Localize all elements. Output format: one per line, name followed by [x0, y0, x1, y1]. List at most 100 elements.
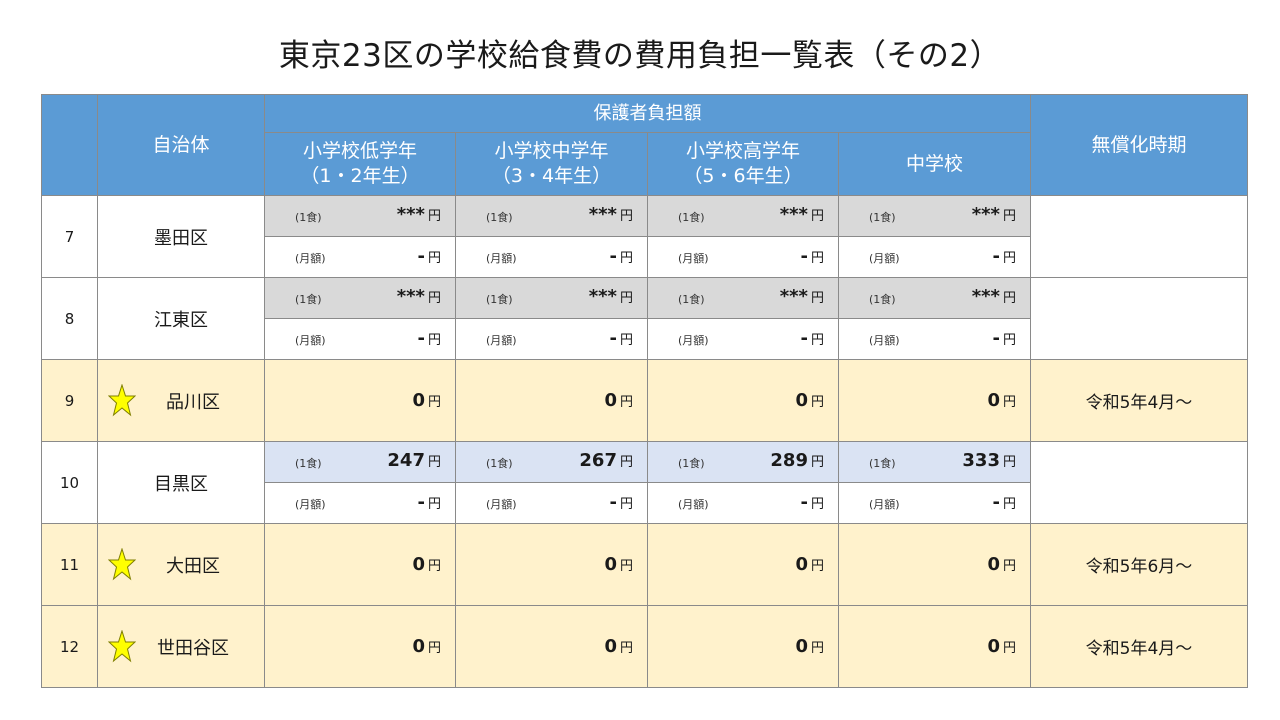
- amount-value: 0: [412, 554, 425, 575]
- amount: *** 円: [972, 286, 1016, 307]
- amount-value: -: [417, 328, 425, 349]
- header-col-junior-high: 中学校: [838, 132, 1031, 196]
- star-icon: [108, 383, 136, 418]
- per-meal-cell: (1食) 333 円: [838, 441, 1031, 483]
- free-timing-cell: 令和5年4月～: [1030, 359, 1248, 442]
- yen-unit: 円: [1002, 497, 1016, 512]
- yen-unit: 円: [427, 209, 441, 224]
- amount-value: 0: [987, 554, 1000, 575]
- yen-unit: 円: [427, 395, 441, 410]
- yen-unit: 円: [427, 497, 441, 512]
- ward-name: 江東区: [97, 277, 265, 360]
- amount-value: -: [417, 246, 425, 267]
- table-row-monthly: (月額) - 円 (月額) - 円 (月額) - 円 (月額) - 円: [42, 318, 1248, 360]
- amount: -円: [993, 492, 1017, 513]
- per-meal-cell: (1食) *** 円: [264, 195, 456, 237]
- amount-value: -: [992, 492, 1000, 513]
- yen-unit: 円: [1002, 291, 1016, 306]
- amount-value: 0: [604, 636, 617, 657]
- per-meal-label: (1食): [869, 457, 896, 470]
- yen-unit: 円: [427, 333, 441, 348]
- amount-value: 0: [795, 636, 808, 657]
- school-lunch-cost-table: 自治体 保護者負担額 無償化時期 小学校低学年 （1・2年生） 小学校中学年 （…: [41, 94, 1248, 688]
- monthly-cell: (月額) - 円: [838, 236, 1031, 278]
- row-number: 8: [41, 277, 98, 360]
- amount-value: -: [609, 246, 617, 267]
- amount: *** 円: [972, 204, 1016, 225]
- amount-value: 333: [962, 450, 1000, 471]
- yen-unit: 円: [427, 455, 441, 470]
- ward-label: 江東区: [154, 309, 208, 331]
- monthly-cell: (月額) - 円: [647, 318, 839, 360]
- amount-value: 247: [387, 450, 425, 471]
- header-free-timing: 無償化時期: [1030, 94, 1248, 196]
- free-timing-cell: [1030, 277, 1248, 360]
- yen-unit: 円: [619, 641, 633, 656]
- amount-value: ***: [971, 286, 1000, 307]
- amount: -円: [418, 328, 442, 349]
- amount-value: 0: [412, 390, 425, 411]
- amount: -円: [418, 246, 442, 267]
- amount-value: 267: [579, 450, 617, 471]
- amount-value: ***: [779, 286, 808, 307]
- col-title: 中学校: [905, 152, 963, 175]
- yen-unit: 円: [619, 559, 633, 574]
- row-number: 10: [41, 441, 98, 524]
- yen-unit: 円: [810, 209, 824, 224]
- yen-unit: 円: [1002, 251, 1016, 266]
- yen-unit: 円: [1002, 559, 1016, 574]
- amount-value: -: [800, 328, 808, 349]
- page-title: 東京23区の学校給食費の費用負担一覧表（その2）: [278, 38, 1002, 74]
- monthly-cell: (月額) - 円: [647, 482, 839, 524]
- amount: -円: [418, 492, 442, 513]
- amount: -円: [801, 246, 825, 267]
- amount-value: ***: [396, 286, 425, 307]
- per-meal-cell: (1食) 289 円: [647, 441, 839, 483]
- per-meal-cell: (1食) *** 円: [264, 277, 456, 319]
- monthly-cell: (月額) - 円: [455, 236, 648, 278]
- table-row-monthly: (月額) - 円 (月額) - 円 (月額) - 円 (月額) - 円: [42, 482, 1248, 524]
- amount: *** 円: [397, 286, 441, 307]
- monthly-cell: (月額) - 円: [838, 318, 1031, 360]
- amount: 289 円: [770, 450, 824, 471]
- amount: -円: [610, 246, 634, 267]
- yen-unit: 円: [1002, 209, 1016, 224]
- col-title: 小学校低学年: [302, 140, 417, 163]
- monthly-label: (月額): [869, 252, 900, 265]
- ward-name: 世田谷区: [97, 605, 265, 688]
- yen-unit: 円: [810, 291, 824, 306]
- amount-value: 0: [604, 554, 617, 575]
- ward-label: 目黒区: [154, 473, 208, 495]
- per-meal-label: (1食): [295, 211, 322, 224]
- table-row: 7 墨田区 (1食) *** 円 (1食) *** 円 (1食) *** 円 (1食) ***…: [41, 195, 1248, 278]
- monthly-cell: (月額) - 円: [838, 482, 1031, 524]
- amount-value: -: [609, 328, 617, 349]
- header-parent-burden: 保護者負担額: [264, 94, 1031, 133]
- yen-unit: 円: [427, 641, 441, 656]
- yen-unit: 円: [810, 641, 824, 656]
- ward-label: 品川区: [166, 391, 220, 413]
- amount: -円: [801, 328, 825, 349]
- yen-unit: 円: [810, 251, 824, 266]
- amount: -円: [610, 328, 634, 349]
- row-number: 7: [41, 195, 98, 278]
- per-meal-cell: (1食) *** 円: [838, 195, 1031, 237]
- amount-value: -: [609, 492, 617, 513]
- yen-unit: 円: [619, 333, 633, 348]
- monthly-label: (月額): [678, 498, 709, 511]
- ward-label: 墨田区: [154, 227, 208, 249]
- yen-unit: 円: [810, 455, 824, 470]
- row-number: 11: [41, 523, 98, 606]
- amount-value: -: [800, 492, 808, 513]
- amount: 267 円: [579, 450, 633, 471]
- amount-value: ***: [588, 204, 617, 225]
- col-title: 小学校高学年: [685, 140, 800, 163]
- amount-value: 289: [770, 450, 808, 471]
- amount: *** 円: [397, 204, 441, 225]
- per-meal-label: (1食): [486, 211, 513, 224]
- header-col-lower-elementary: 小学校低学年 （1・2年生）: [264, 132, 456, 196]
